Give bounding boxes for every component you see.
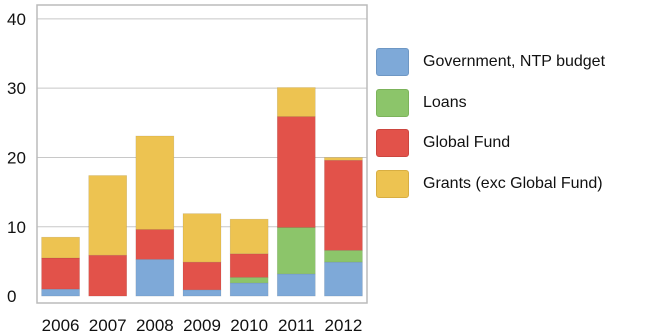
legend-swatch	[376, 129, 409, 158]
legend-swatch	[376, 48, 409, 77]
bar-segment	[88, 254, 128, 297]
y-tick-label: 0	[7, 287, 16, 306]
x-tick-label: 2010	[230, 316, 268, 334]
bar-segment	[41, 257, 80, 290]
bar-segment	[276, 273, 316, 297]
bar-segment	[276, 87, 316, 117]
bar-segment	[182, 213, 222, 263]
legend-swatch	[376, 88, 409, 117]
x-axis-ticks: 2006 2007 2008 2009 2010 2011 2012	[42, 316, 363, 334]
bar-stacks	[41, 87, 363, 297]
bar-segment	[41, 288, 80, 297]
plot-area-frame	[36, 4, 368, 304]
legend-item-global-fund: Global Fund	[376, 123, 605, 164]
y-tick-label: 20	[7, 148, 26, 167]
legend-swatch	[376, 169, 409, 198]
legend-label: Government, NTP budget	[423, 53, 606, 71]
bar-segment	[182, 289, 222, 297]
bar-segment	[324, 157, 363, 161]
bar-segment	[324, 159, 363, 251]
legend-item-government: Government, NTP budget	[376, 42, 605, 83]
x-tick-label: 2007	[89, 316, 127, 334]
bar-segment	[135, 259, 175, 297]
legend-item-loans: Loans	[376, 83, 605, 124]
bar-segment	[41, 236, 80, 259]
bar-segment	[229, 253, 269, 278]
y-tick-label: 10	[7, 218, 26, 237]
x-tick-label: 2011	[278, 316, 315, 334]
x-tick-label: 2006	[42, 316, 80, 334]
legend-item-grants: Grants (exc Global Fund)	[376, 164, 605, 205]
bar-segment	[324, 250, 363, 263]
x-tick-label: 2009	[183, 316, 221, 334]
legend-label: Grants (exc Global Fund)	[423, 174, 603, 192]
bar-segment	[182, 261, 222, 291]
bar-segment	[135, 229, 175, 260]
bar-segment	[276, 227, 316, 275]
y-tick-label: 40	[7, 10, 26, 29]
bar-segment	[135, 135, 175, 230]
y-tick-label: 30	[7, 79, 26, 98]
x-tick-label: 2008	[136, 316, 174, 334]
bar-segment	[229, 218, 269, 255]
legend: Government, NTP budget Loans Global Fund…	[376, 42, 605, 204]
legend-label: Loans	[423, 93, 467, 111]
legend-label: Global Fund	[423, 134, 511, 152]
x-tick-label: 2012	[325, 316, 363, 334]
bar-segment	[229, 282, 269, 297]
bar-segment	[276, 116, 316, 228]
gridlines	[37, 18, 367, 228]
bar-segment	[88, 175, 128, 256]
y-axis-ticks: 0 10 20 30 40	[7, 10, 26, 306]
bar-segment	[229, 277, 269, 284]
bar-segment	[324, 261, 363, 297]
